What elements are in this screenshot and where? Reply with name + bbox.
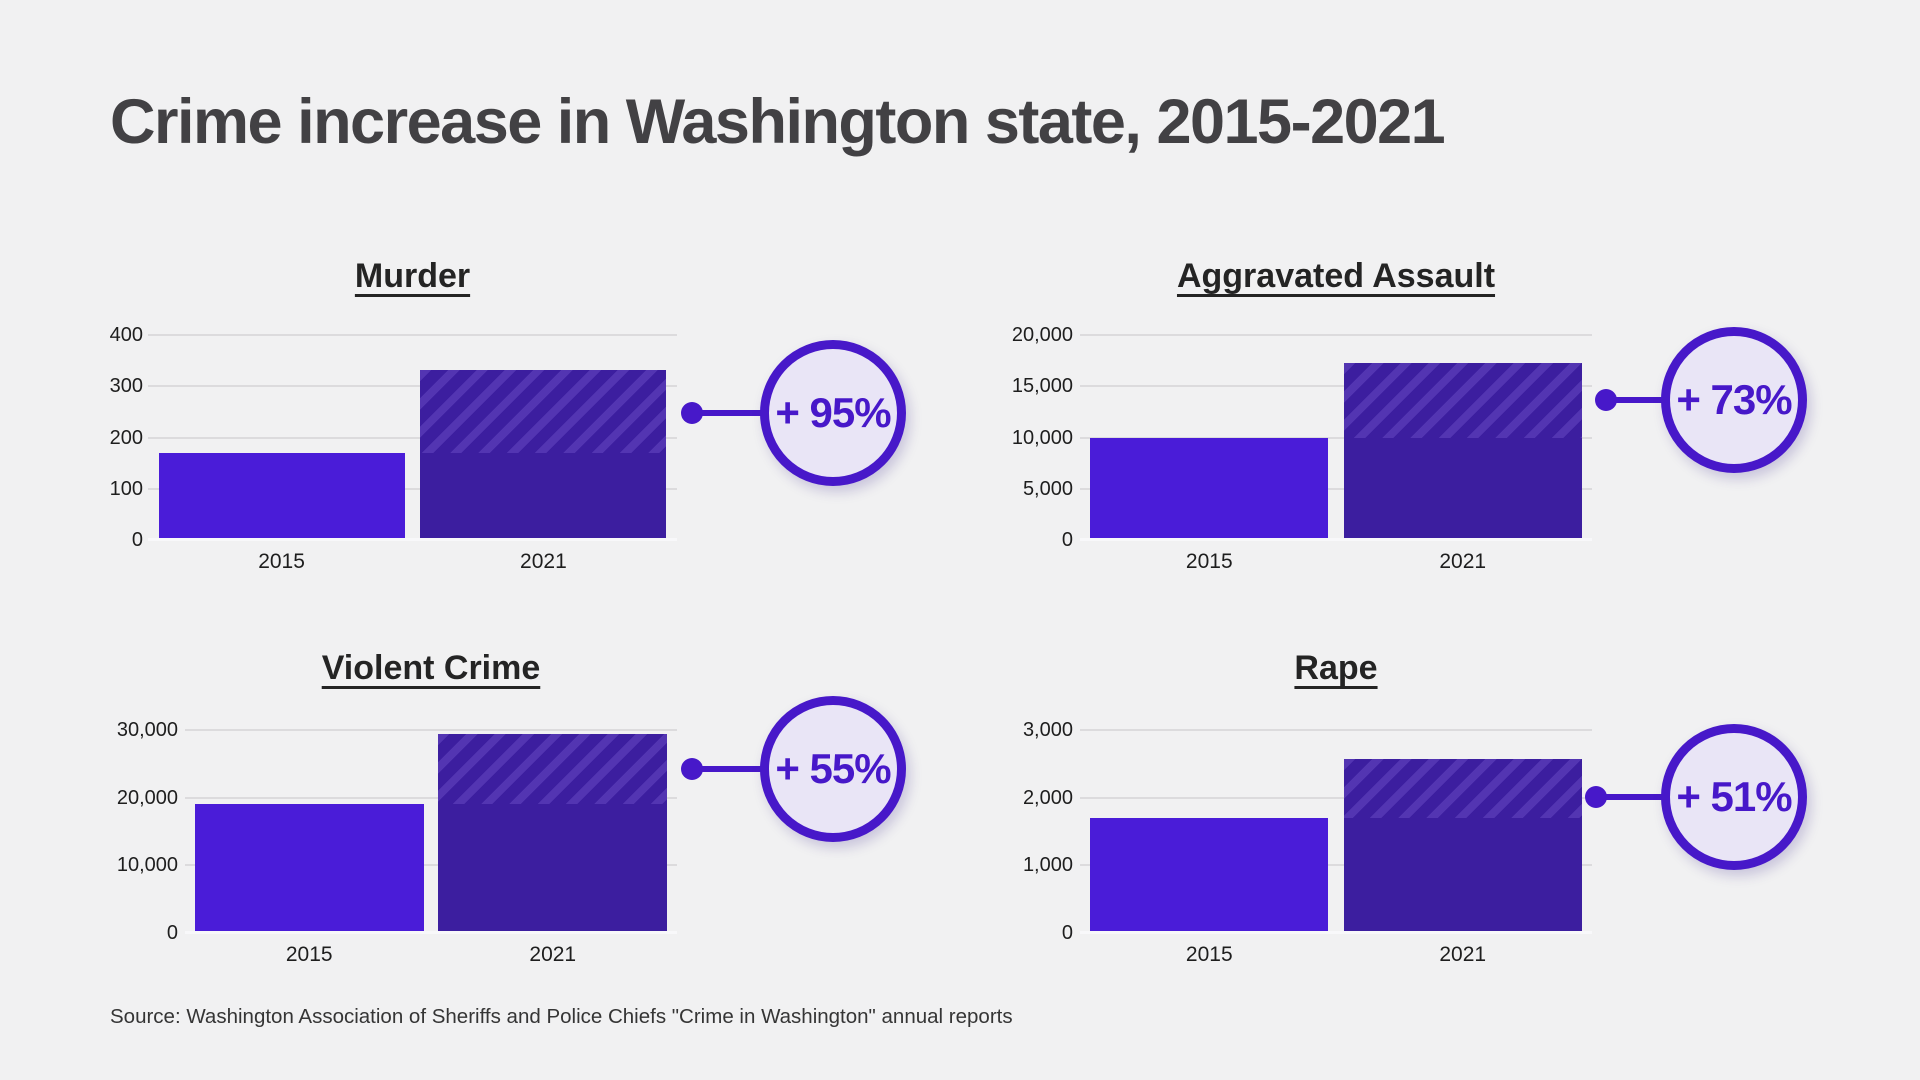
- x-axis-line: [148, 538, 677, 541]
- gridline: [1080, 864, 1592, 867]
- gridline: [148, 487, 677, 490]
- y-axis: 20,000 15,000 10,000 5,000 0: [985, 324, 1073, 551]
- y-tick-label: 30,000: [116, 719, 178, 741]
- y-tick-label: 0: [1061, 529, 1073, 551]
- bar-2015: [158, 452, 405, 540]
- gridline: [1080, 334, 1592, 336]
- gridline: [148, 385, 677, 388]
- x-axis-line: [1080, 538, 1592, 541]
- y-tick-label: 100: [109, 477, 143, 500]
- y-tick-label: 20,000: [1011, 324, 1073, 346]
- y-tick-label: 10,000: [1011, 426, 1073, 449]
- x-tick-label: 2021: [520, 550, 567, 573]
- bar-2015: [194, 804, 424, 933]
- gridline: [1080, 487, 1592, 490]
- chart-title: Violent Crime: [321, 649, 541, 687]
- y-axis: 400 300 200 100 0: [100, 324, 143, 551]
- change-badge-label: + 51%: [1676, 773, 1792, 820]
- gridline: [185, 796, 677, 799]
- y-tick-label: 3,000: [1022, 719, 1073, 741]
- chart-aggravated-assault: Aggravated Assault 20,000 15,000 10,000 5,0…: [985, 253, 1815, 598]
- gridline: [1080, 385, 1592, 388]
- bar-2021: [420, 370, 667, 540]
- x-tick-label: 2021: [1439, 943, 1487, 966]
- connector-dot: [681, 758, 703, 780]
- bar-2021: [1343, 759, 1582, 933]
- x-tick-label: 2015: [258, 550, 305, 573]
- y-tick-label: 200: [109, 426, 143, 449]
- gridline: [185, 729, 677, 731]
- gridline: [1080, 796, 1592, 799]
- chart-title: Aggravated Assault: [1176, 257, 1496, 295]
- y-tick-label: 10,000: [116, 854, 178, 877]
- y-tick-label: 20,000: [116, 786, 178, 809]
- x-axis-line: [185, 931, 677, 934]
- y-tick-label: 400: [109, 324, 143, 346]
- y-tick-label: 0: [131, 529, 143, 551]
- chart-title: Rape: [1294, 649, 1378, 687]
- page-title: Crime increase in Washington state, 2015…: [110, 87, 1446, 157]
- y-axis: 3,000 2,000 1,000 0: [985, 719, 1073, 944]
- change-badge-label: + 95%: [775, 389, 891, 436]
- change-badge: + 55%: [760, 696, 906, 842]
- connector-dot: [1595, 389, 1617, 411]
- x-tick-label: 2015: [1185, 550, 1233, 573]
- plot-area: 2015 2021: [1080, 334, 1592, 573]
- change-badge-label: + 73%: [1676, 376, 1792, 423]
- chart-murder: Murder 400 300 200 100 0 2015 2021 + 95%: [100, 253, 930, 598]
- y-tick-label: 2,000: [1022, 786, 1073, 809]
- source-note: Source: Washington Association of Sherif…: [110, 1005, 1013, 1028]
- bar-2021: [1343, 362, 1582, 540]
- gridline: [148, 436, 677, 439]
- bar-2015: [1090, 437, 1329, 540]
- change-badge: + 95%: [760, 340, 906, 486]
- increase-hatch: [420, 370, 667, 453]
- x-tick-label: 2021: [529, 943, 577, 966]
- connector-dot: [1585, 786, 1607, 808]
- connector-dot: [681, 402, 703, 424]
- y-tick-label: 5,000: [1022, 477, 1073, 500]
- y-tick-label: 300: [109, 375, 143, 398]
- change-badge: + 73%: [1661, 327, 1807, 473]
- y-tick-label: 15,000: [1011, 375, 1073, 398]
- gridline: [1080, 436, 1592, 439]
- y-tick-label: 0: [166, 922, 178, 944]
- y-tick-label: 1,000: [1022, 854, 1073, 877]
- plot-area: 2015 2021: [185, 729, 677, 966]
- plot-area: 2015 2021: [1080, 729, 1592, 966]
- increase-hatch: [1343, 759, 1582, 818]
- gridline: [1080, 729, 1592, 731]
- gridline: [148, 334, 677, 336]
- bar-2021: [438, 733, 668, 933]
- x-tick-label: 2021: [1439, 550, 1487, 573]
- change-badge-label: + 55%: [775, 745, 891, 792]
- increase-hatch: [1343, 362, 1582, 438]
- chart-title: Murder: [354, 257, 471, 295]
- change-badge: + 51%: [1661, 724, 1807, 870]
- y-tick-label: 0: [1061, 922, 1073, 944]
- x-tick-label: 2015: [285, 943, 333, 966]
- x-axis-line: [1080, 931, 1592, 934]
- y-axis: 30,000 20,000 10,000 0: [100, 719, 178, 944]
- bar-2015: [1090, 818, 1329, 933]
- chart-rape: Rape 3,000 2,000 1,000 0 2015 2021 + 51%: [985, 645, 1815, 990]
- plot-area: 2015 2021: [148, 334, 677, 573]
- x-tick-label: 2015: [1185, 943, 1233, 966]
- chart-violent-crime: Violent Crime 30,000 20,000 10,000 0 2015 20…: [100, 645, 930, 990]
- gridline: [185, 864, 677, 867]
- increase-hatch: [438, 733, 668, 805]
